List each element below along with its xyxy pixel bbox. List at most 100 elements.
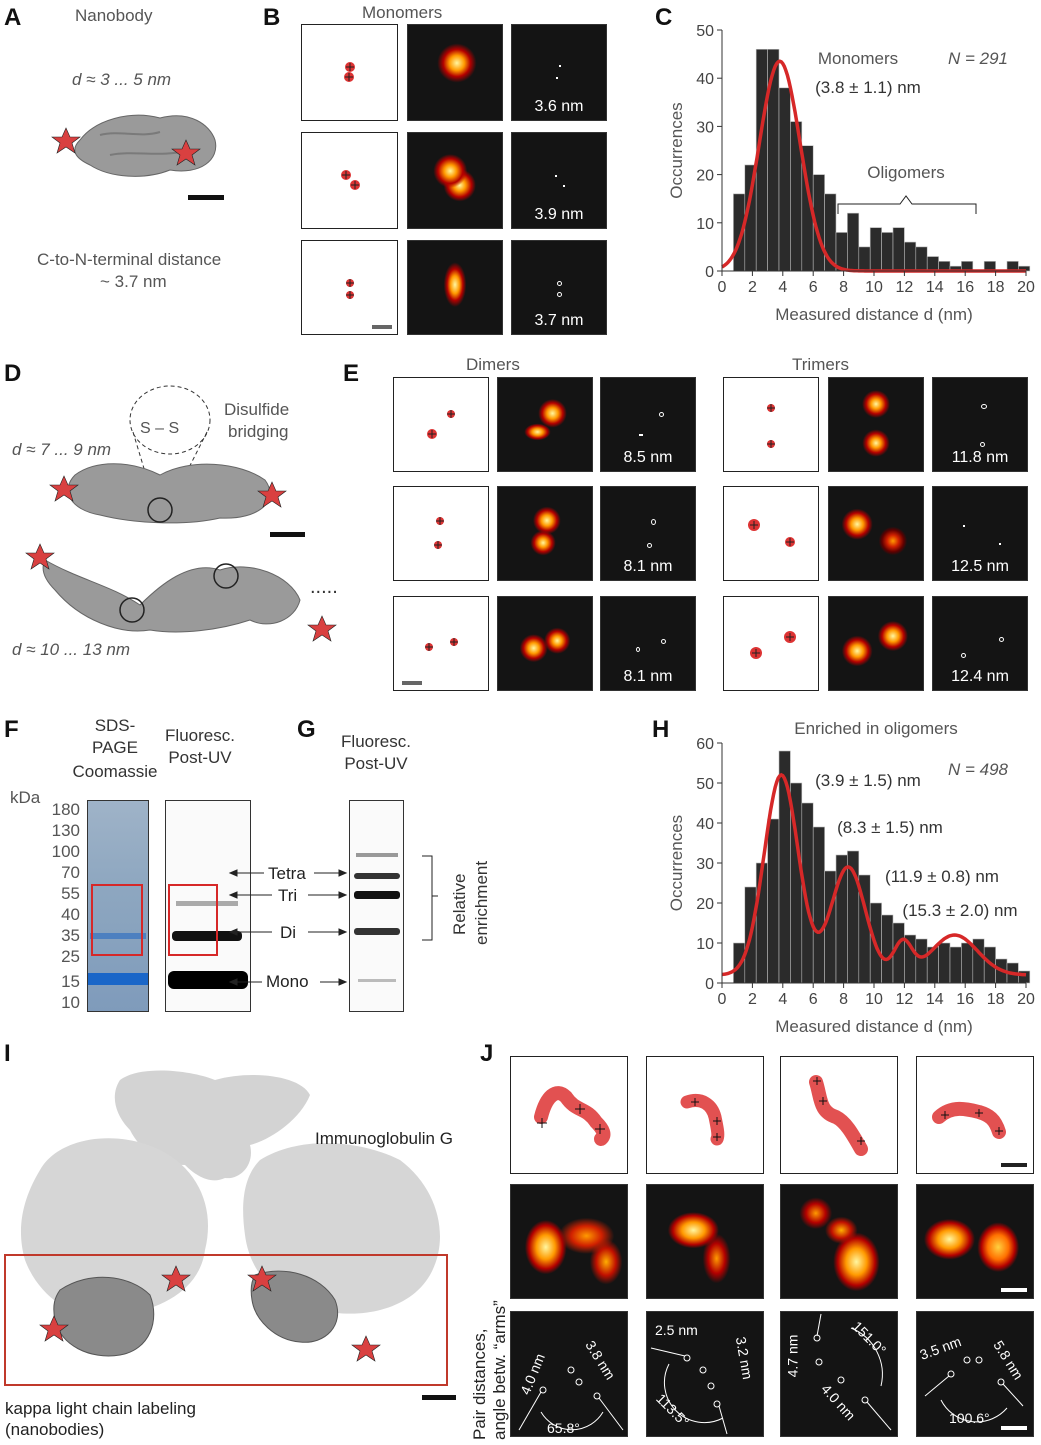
band-label-di: Di [280,923,297,942]
y-tick-label: 0 [705,264,714,281]
x-tick-label: 14 [926,991,944,1008]
y-tick-label: 10 [696,936,714,953]
localization-plot [301,240,398,335]
super-resolution-image [646,1184,764,1299]
fluoresc-label-2: Post-UV [168,748,232,767]
x-axis-label: Measured distance d (nm) [775,1017,972,1036]
histogram-bar [767,818,780,984]
monomer-distance-range: d ≈ 3 ... 5 nm [72,70,172,89]
fluorophore-star-icon [51,127,81,154]
y-tick-label: 20 [696,168,714,185]
distance-label: 3.9 nm [534,206,584,223]
fit-curve [721,772,1027,977]
oligomer-structures [25,385,337,642]
marker-label: 130 [51,821,80,840]
marker-label: 180 [51,800,80,819]
marker-label: 25 [61,947,80,966]
kappa-label-2: (nanobodies) [5,1420,105,1439]
super-resolution-image [407,240,503,335]
relative-enrichment-bracket [422,855,438,941]
panel-label-f: F [4,716,19,743]
angle-label: 100.6° [949,1410,990,1426]
localization-plot [510,1056,628,1174]
scale-bar [1001,1163,1027,1167]
annotation-oligomers: Oligomers [867,163,944,182]
localization-plot [723,377,819,472]
angle-plot: 3.5 nm 5.8 nm 100.6° [916,1311,1034,1437]
kda-label: kDa [10,788,41,807]
y-tick-label: 0 [705,976,714,993]
distance-plot: 3.6 nm [511,24,607,121]
localization-plot [723,596,819,691]
distance-plot: 3.7 nm [511,240,607,335]
distance-label: 8.1 nm [623,558,673,575]
igg-structure [4,1070,456,1400]
distance-label: 8.5 nm [623,449,673,466]
annotation-peak: (15.3 ± 2.0) nm [902,901,1017,920]
x-tick-label: 6 [809,991,818,1008]
x-axis-label: Measured distance d (nm) [775,305,972,324]
cn-distance-value: ~ 3.7 nm [100,272,167,291]
super-resolution-image [407,24,503,121]
x-tick-label: 14 [926,279,944,296]
fluorescence-gel [165,800,251,1012]
localization-plot [646,1056,764,1174]
oligomers-bracket [837,195,977,214]
panel-label-e: E [343,360,360,387]
x-tick-label: 4 [778,279,787,296]
localization-plot [916,1056,1034,1174]
x-tick-label: 12 [896,279,914,296]
x-tick-label: 12 [896,991,914,1008]
scale-bar [270,532,305,537]
x-tick-label: 20 [1017,279,1035,296]
y-tick-label: 40 [696,71,714,88]
x-tick-label: 4 [778,991,787,1008]
localization-plot [301,24,398,121]
x-tick-label: 0 [718,991,727,1008]
panel-label-h: H [652,716,670,743]
scale-bar [188,195,224,200]
distance-label: 12.5 nm [951,558,1009,575]
pair-distance-label: 2.5 nm [655,1322,698,1338]
histogram-bar [812,826,825,984]
angle-plot: 4.0 nm 3.8 nm 65.8° [510,1311,628,1437]
sds-label-1: SDS- [94,716,136,735]
nanobody-title: Nanobody [75,6,153,25]
scale-bar [1001,1288,1027,1292]
super-resolution-image [916,1184,1034,1299]
j-ylabel-1: Pair distances, [470,1328,489,1441]
super-resolution-image [497,486,593,581]
continuation-dots: ..... [310,576,338,598]
distance-plot: 3.9 nm [511,132,607,229]
panel-label-b: B [263,4,281,31]
panel-label-j: J [480,1040,494,1067]
localization-plot [393,486,489,581]
x-tick-label: 2 [748,991,757,1008]
histogram-monomers: 0 2 4 6 8 10 12 14 16 18 20 0 10 20 30 40 50 Measured dis… [667,23,1035,324]
x-tick-label: 10 [865,991,883,1008]
disulfide-label-1: Disulfide [224,400,290,419]
super-resolution-image [828,377,924,472]
fluorophore-star-icon [161,1265,191,1292]
annotation-peak: (3.9 ± 1.5) nm [815,771,921,790]
x-tick-label: 6 [809,279,818,296]
distance-label: 8.1 nm [623,668,673,685]
band-label-tri: Tri [278,886,298,905]
g-fluoresc-label-2: Post-UV [344,754,408,773]
fluorophore-star-icon [307,615,337,642]
band-label-tetra: Tetra [268,864,306,883]
super-resolution-image [510,1184,628,1299]
super-resolution-image [828,486,924,581]
distance-plot: 12.4 nm [932,596,1028,691]
y-tick-label: 50 [696,776,714,793]
angle-label: 65.8° [547,1420,580,1436]
localization-plot [301,132,398,229]
trimers-title: Trimers [792,355,849,374]
super-resolution-image [497,377,593,472]
distance-label: 12.4 nm [951,668,1009,685]
localization-plot [393,377,489,472]
panel-label-d: D [4,360,22,387]
x-tick-label: 16 [956,991,974,1008]
marker-label: 35 [61,926,80,945]
